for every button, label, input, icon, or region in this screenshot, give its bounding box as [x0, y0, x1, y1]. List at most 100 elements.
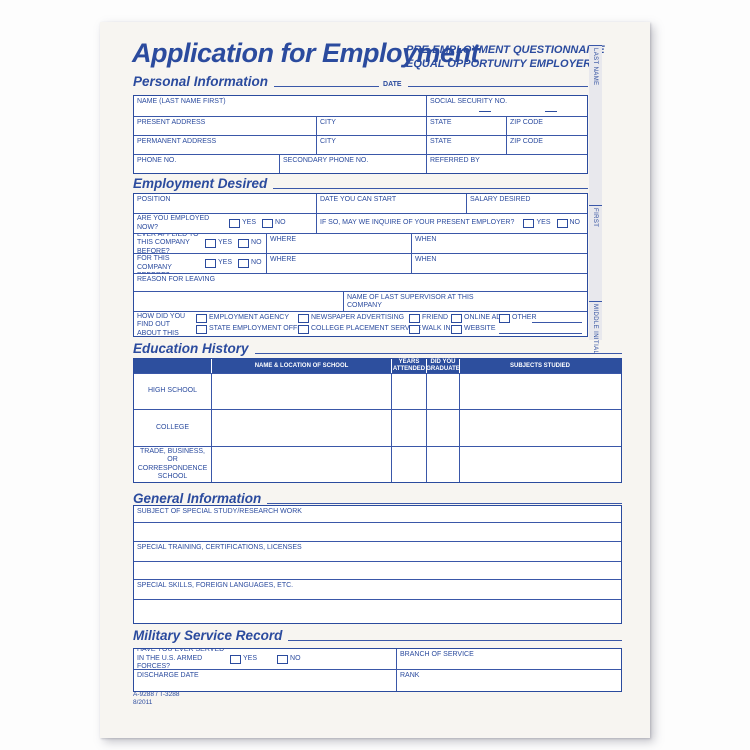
permanent-city-field[interactable]: CITY [316, 136, 426, 154]
college-subjects-cell[interactable] [459, 410, 620, 446]
ssn-field-label: SOCIAL SECURITY NO. [430, 97, 508, 105]
college-placement-service-label: COLLEGE PLACEMENT SERVICE [311, 325, 422, 333]
phone-field[interactable]: PHONE NO. [134, 155, 279, 173]
applied-when-field[interactable]: WHEN [411, 234, 586, 253]
permanent-state-field[interactable]: STATE [426, 136, 506, 154]
when-label: WHEN [415, 255, 437, 263]
special-skills-label: SPECIAL SKILLS, FOREIGN LANGUAGES, ETC. [137, 581, 294, 589]
permanent-address-field[interactable]: PERMANENT ADDRESS [134, 136, 316, 154]
other-checkbox[interactable] [499, 314, 510, 323]
military-service-table: HAVE YOU EVER SERVED IN THE U.S. ARMED F… [133, 648, 622, 692]
special-study-continued-field[interactable] [134, 523, 620, 541]
newspaper-advertising-checkbox[interactable] [298, 314, 309, 323]
supervisor-field[interactable]: NAME OF LAST SUPERVISOR AT THIS COMPANY [343, 292, 586, 311]
special-study-field[interactable]: SUBJECT OF SPECIAL STUDY/RESEARCH WORK [134, 506, 620, 522]
salary-label: SALARY DESIRED [470, 195, 531, 203]
website-checkbox[interactable] [451, 325, 462, 334]
trade-school-subjects-cell[interactable] [459, 447, 620, 482]
salary-field[interactable]: SALARY DESIRED [466, 194, 586, 213]
reason-leaving-continued-field[interactable] [134, 292, 343, 311]
trade-school-name-cell[interactable] [211, 447, 391, 482]
online-ad-checkbox[interactable] [451, 314, 462, 323]
special-training-field[interactable]: SPECIAL TRAINING, CERTIFICATIONS, LICENS… [134, 542, 620, 561]
employed-now-no-checkbox[interactable] [262, 219, 274, 228]
present-state-field[interactable]: STATE [426, 117, 506, 135]
ever-applied-yes-checkbox[interactable] [205, 239, 216, 248]
form-subtitle: PRE-EMPLOYMENT QUESTIONNAIRE EQUAL OPPOR… [406, 43, 605, 72]
high-school-subjects-cell[interactable] [459, 374, 620, 409]
applied-where-field[interactable]: WHERE [266, 234, 411, 253]
date-start-field[interactable]: DATE YOU CAN START [316, 194, 466, 213]
inquire-yes-checkbox[interactable] [523, 219, 535, 228]
inquire-no-checkbox[interactable] [556, 219, 568, 228]
present-address-label: PRESENT ADDRESS [137, 118, 206, 126]
discharge-date-field[interactable]: DISCHARGE DATE [134, 670, 396, 691]
armed-forces-field: HAVE YOU EVER SERVED IN THE U.S. ARMED F… [134, 649, 396, 669]
trade-school-years-cell[interactable] [391, 447, 426, 482]
college-years-cell[interactable] [391, 410, 426, 446]
education-header-years: YEARS ATTENDED [391, 359, 426, 373]
worked-when-field[interactable]: WHEN [411, 254, 586, 273]
worked-where-field[interactable]: WHERE [266, 254, 411, 273]
no-label: NO [290, 654, 301, 662]
branch-of-service-label: BRANCH OF SERVICE [400, 650, 474, 658]
employment-heading-text: Employment Desired [133, 176, 268, 191]
no-label: NO [275, 219, 286, 227]
subtitle-line2: EQUAL OPPORTUNITY EMPLOYER [406, 58, 592, 71]
present-zip-field[interactable]: ZIP CODE [506, 117, 586, 135]
high-school-years-cell[interactable] [391, 374, 426, 409]
rank-field[interactable]: RANK [396, 670, 620, 691]
position-field[interactable]: POSITION [134, 194, 316, 213]
date-line[interactable] [407, 85, 588, 87]
where-label: WHERE [270, 235, 297, 243]
education-header-graduate: DID YOU GRADUATE [426, 359, 460, 373]
website-label: WEBSITE [464, 325, 496, 333]
armed-forces-yes-checkbox[interactable] [230, 654, 241, 664]
walk-in-label: WALK IN [422, 325, 451, 333]
yes-label: YES [242, 219, 257, 227]
college-placement-service-checkbox[interactable] [298, 325, 309, 334]
present-city-field[interactable]: CITY [316, 117, 426, 135]
name-field[interactable]: NAME (LAST NAME FIRST) [134, 96, 426, 116]
how-found-label: HOW DID YOU FIND OUT ABOUT THIS POSITION… [137, 313, 186, 336]
divider [274, 85, 380, 87]
newspaper-advertising-label: NEWSPAPER ADVERTISING [311, 314, 405, 322]
no-label: NO [251, 259, 262, 267]
secondary-phone-field[interactable]: SECONDARY PHONE NO. [279, 155, 426, 173]
employment-section-heading: Employment Desired [133, 177, 588, 191]
rank-label: RANK [400, 671, 420, 679]
present-address-field[interactable]: PRESENT ADDRESS [134, 117, 316, 135]
college-name-cell[interactable] [211, 410, 391, 446]
employment-agency-label: EMPLOYMENT AGENCY [209, 314, 290, 322]
state-employment-office-checkbox[interactable] [196, 325, 207, 334]
trade-school-graduate-cell[interactable] [426, 447, 459, 482]
college-graduate-cell[interactable] [426, 410, 459, 446]
ever-applied-no-checkbox[interactable] [238, 239, 250, 248]
ssn-field[interactable]: SOCIAL SECURITY NO. [426, 96, 586, 116]
how-found-field: HOW DID YOU FIND OUT ABOUT THIS POSITION… [134, 312, 586, 336]
walk-in-checkbox[interactable] [409, 325, 420, 334]
high-school-name-cell[interactable] [211, 374, 391, 409]
referred-by-field[interactable]: REFERRED BY [426, 155, 586, 173]
permanent-zip-field[interactable]: ZIP CODE [506, 136, 586, 154]
other-write-in-line[interactable] [532, 322, 582, 323]
personal-info-table: NAME (LAST NAME FIRST) SOCIAL SECURITY N… [133, 95, 588, 174]
friend-checkbox[interactable] [409, 314, 420, 323]
ssn-dash [479, 111, 491, 112]
armed-forces-no-checkbox[interactable] [277, 654, 289, 664]
ever-worked-yes-checkbox[interactable] [205, 259, 216, 268]
position-label: POSITION [137, 195, 171, 203]
ever-worked-no-checkbox[interactable] [238, 259, 250, 268]
high-school-graduate-cell[interactable] [426, 374, 459, 409]
employment-agency-checkbox[interactable] [196, 314, 207, 323]
special-skills-continued-field[interactable] [134, 600, 620, 623]
employed-now-yes-checkbox[interactable] [229, 219, 240, 228]
inquire-employer-field: IF SO, MAY WE INQUIRE OF YOUR PRESENT EM… [316, 214, 587, 233]
special-skills-field[interactable]: SPECIAL SKILLS, FOREIGN LANGUAGES, ETC. [134, 580, 620, 599]
reason-leaving-field[interactable]: REASON FOR LEAVING [134, 274, 586, 291]
branch-of-service-field[interactable]: BRANCH OF SERVICE [396, 649, 620, 669]
special-training-continued-field[interactable] [134, 562, 620, 579]
website-write-in-line[interactable] [499, 333, 582, 334]
education-header-blank [134, 359, 211, 373]
